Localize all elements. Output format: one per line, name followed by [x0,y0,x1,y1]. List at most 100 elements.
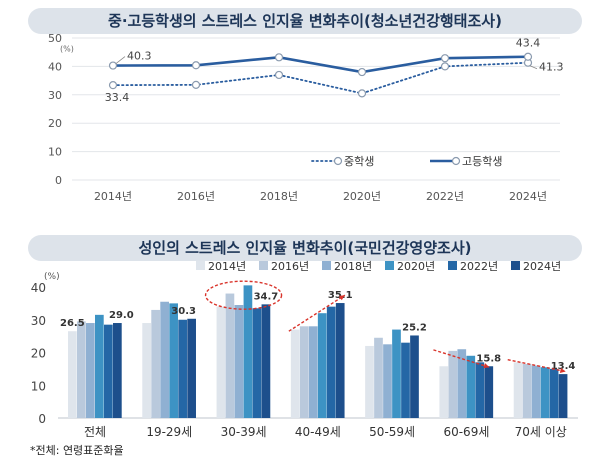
bar [475,362,485,418]
bar [392,329,401,418]
bar [299,326,309,418]
bar [457,349,467,418]
y-tick-label: 0 [55,174,62,187]
y-tick-label: 40 [48,60,62,73]
data-label: 30.3 [171,306,196,317]
bar [448,350,458,418]
legend-swatch [322,261,331,270]
y-tick-label: 10 [48,146,62,159]
legend-label: 고등학생 [462,155,502,168]
x-tick-label: 2024년 [509,190,547,203]
data-point [191,80,201,89]
data-label: 43.4 [516,37,541,50]
bar [252,308,262,418]
x-tick-label: 2022년 [426,190,464,203]
x-tick-label: 2014년 [94,190,132,203]
y-tick-label: 10 [31,379,46,393]
legend-swatch [196,261,205,270]
y-axis-unit: (%) [60,44,74,53]
y-tick-label: 30 [31,314,46,328]
legend-label: 중학생 [344,155,374,168]
bar [513,362,523,418]
legend-label: 2024년 [523,260,561,273]
y-tick-label: 20 [48,117,62,130]
x-tick-label: 2018년 [260,190,298,203]
data-point [357,89,367,98]
series-line [112,61,529,95]
data-point [274,70,284,80]
bar [178,319,187,418]
bar [216,306,226,418]
x-tick-label: 19-29세 [146,425,192,439]
data-point [108,81,118,90]
bar [290,329,300,418]
trend-arrowhead [559,367,566,373]
line-chart: 0 10 20 30 40 50(%) 2014년 2016년 2018년 2020년 2022년 2… [48,32,564,203]
data-label: 26.5 [60,318,85,329]
data-label: 41.3 [539,61,564,74]
bar [95,314,104,418]
bar [261,304,271,418]
bar [86,323,95,418]
data-point [108,61,118,70]
legend-swatch [448,261,457,270]
legend-swatch [511,261,520,270]
trend-arrow [288,294,346,332]
bar [68,331,77,418]
data-label: 40.3 [127,50,152,63]
y-tick-label: 20 [31,347,46,361]
bar [142,323,151,418]
bar [243,285,253,418]
bar [374,337,383,418]
bar [234,305,244,418]
bar [151,309,160,418]
legend-marker [333,156,343,166]
bar [317,313,327,418]
label-leader [115,56,126,64]
x-tick-label: 30-39세 [221,425,267,439]
data-label: 15.8 [476,353,501,364]
data-point [274,53,284,62]
bar [187,318,196,418]
chart2-title: 성인의 스트레스 인지율 변화추이(국민건강영양조사) [28,235,582,261]
data-point [357,67,367,77]
x-tick-label: 전체 [84,425,106,439]
bar [365,345,374,418]
bar [383,344,392,418]
data-point [191,61,201,70]
x-tick-label: 60-69세 [443,425,489,439]
label-leader [529,65,538,70]
bar [439,366,449,418]
data-label: 29.0 [109,310,134,321]
bar [410,335,419,418]
chart1-title: 중·고등학생의 스트레스 인지율 변화추이(청소년건강행태조사) [28,8,582,34]
legend-label: 2020년 [397,260,435,273]
highlight-ellipse [204,280,283,310]
data-label: 13.4 [551,361,576,372]
y-tick-label: 50 [48,32,62,45]
bar [77,321,86,418]
bar [160,301,169,418]
y-tick-label: 30 [48,89,62,102]
data-label: 33.4 [105,91,130,104]
footnote: *전체: 연령표준화율 [30,444,124,457]
bar [335,303,345,418]
bar [169,303,178,418]
bar [466,355,476,418]
legend-marker [451,156,461,166]
bar [113,323,122,418]
x-tick-label: 2016년 [177,190,215,203]
x-tick-label: 40-49세 [295,425,341,439]
legend-label: 2018년 [334,260,372,273]
bar [531,365,541,418]
bar [326,306,336,418]
legend-label: 2016년 [271,260,309,273]
bar [522,363,532,418]
y-tick-label: 0 [38,412,46,426]
bar [549,368,559,418]
data-label: 34.7 [254,291,279,302]
legend-swatch [385,261,394,270]
bar [540,367,550,418]
data-point [440,54,450,63]
